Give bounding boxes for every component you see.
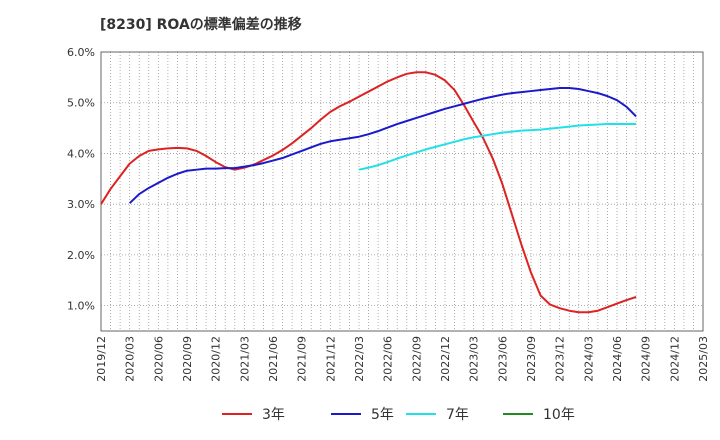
x-tick-label: 2024/12 [668, 336, 681, 382]
y-tick-label: 3.0% [67, 198, 95, 211]
series-line-7年 [358, 123, 637, 171]
x-tick-label: 2023/06 [496, 336, 509, 382]
x-tick-label: 2023/09 [525, 336, 538, 382]
x-tick-label: 2024/09 [640, 336, 653, 382]
grid-layer [101, 51, 703, 331]
x-axis-ticks: 2019/12 2020/03 2020/06 2020/09 2020/12 2021/… [95, 336, 710, 382]
legend-label-7年: 7年 [446, 407, 469, 423]
x-tick-label: 2024/06 [611, 336, 624, 382]
chart-title: [8230] ROAの標準偏差の推移 [100, 17, 302, 33]
y-tick-label: 1.0% [67, 300, 95, 313]
x-tick-label: 2021/03 [238, 336, 251, 382]
x-tick-label: 2022/09 [410, 336, 423, 382]
legend-label-5年: 5年 [371, 407, 394, 423]
y-axis-ticks: 1.0% 2.0% 3.0% 4.0% 5.0% 6.0% [67, 46, 95, 313]
series-line-5年 [128, 87, 637, 204]
x-tick-label: 2022/12 [439, 336, 452, 382]
legend: 3年 5年 7年 10年 [222, 407, 575, 423]
x-tick-label: 2022/03 [353, 336, 366, 382]
series-line-3年 [100, 71, 637, 314]
x-tick-label: 2019/12 [95, 336, 108, 382]
x-tick-label: 2021/12 [324, 336, 337, 382]
x-tick-label: 2022/06 [382, 336, 395, 382]
series-layer [100, 71, 637, 314]
y-tick-label: 4.0% [67, 147, 95, 160]
y-tick-label: 6.0% [67, 46, 95, 59]
x-tick-label: 2020/09 [181, 336, 194, 382]
x-tick-label: 2023/03 [468, 336, 481, 382]
x-tick-label: 2024/03 [582, 336, 595, 382]
y-tick-label: 2.0% [67, 249, 95, 262]
x-tick-label: 2020/06 [152, 336, 165, 382]
x-tick-label: 2021/09 [296, 336, 309, 382]
x-tick-label: 2023/12 [554, 336, 567, 382]
x-tick-label: 2020/03 [124, 336, 137, 382]
plot-frame [100, 51, 704, 332]
x-tick-label: 2020/12 [210, 336, 223, 382]
x-tick-label: 2021/06 [267, 336, 280, 382]
legend-label-3年: 3年 [262, 407, 285, 423]
legend-label-10年: 10年 [543, 407, 575, 423]
y-tick-label: 5.0% [67, 97, 95, 110]
x-tick-label: 2025/03 [697, 336, 710, 382]
